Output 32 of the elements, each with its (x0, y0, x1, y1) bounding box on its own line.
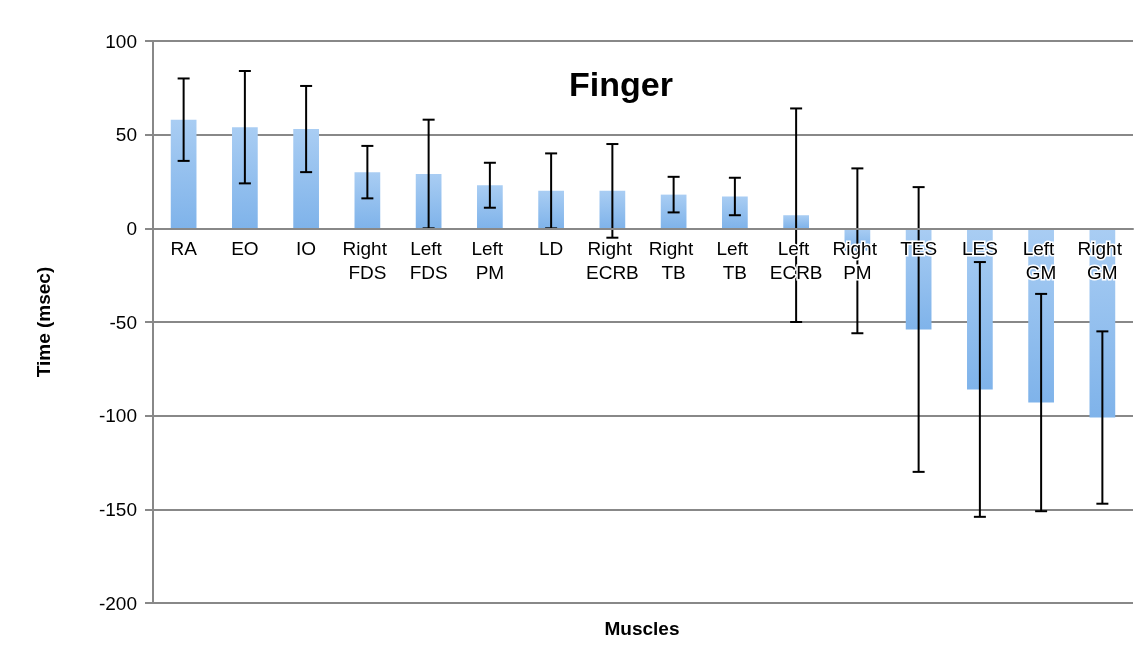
x-tick-label: LES (961, 237, 998, 259)
x-tick-label: IO (296, 237, 317, 259)
x-tick-label: Right FDS (342, 237, 393, 283)
bar (232, 127, 258, 229)
bar (354, 172, 381, 229)
y-tick-label: -50 (109, 311, 137, 333)
y-tick-label: -200 (98, 592, 137, 614)
bar (538, 190, 564, 229)
y-tick-label: -150 (98, 498, 137, 520)
bar (722, 196, 748, 229)
y-tick-label: 100 (105, 30, 137, 52)
x-tick-label: Right TB (648, 237, 699, 283)
x-tick-label: Left GM (1022, 237, 1060, 283)
x-tick-label: Left PM (471, 237, 509, 283)
bar (660, 194, 687, 229)
x-tick-label: Right GM (1077, 237, 1128, 283)
bar (170, 119, 197, 229)
x-tick-label: Left TB (716, 237, 754, 283)
x-tick-label: LD (538, 237, 564, 259)
y-tick-label: 0 (126, 217, 137, 239)
x-tick-label: Right ECRB (585, 237, 639, 283)
bar (783, 215, 809, 229)
bar (293, 129, 319, 229)
bar (477, 185, 503, 229)
y-axis-title: Time (msec) (33, 266, 54, 378)
x-tick-label: RA (170, 237, 198, 259)
x-axis-title: Muscles (604, 618, 680, 639)
text: Finger (569, 65, 673, 103)
y-tick-label: -100 (98, 405, 137, 427)
x-tick-label: EO (231, 237, 259, 259)
y-tick-label: 50 (115, 124, 137, 146)
x-tick-label: Left FDS (409, 237, 448, 283)
